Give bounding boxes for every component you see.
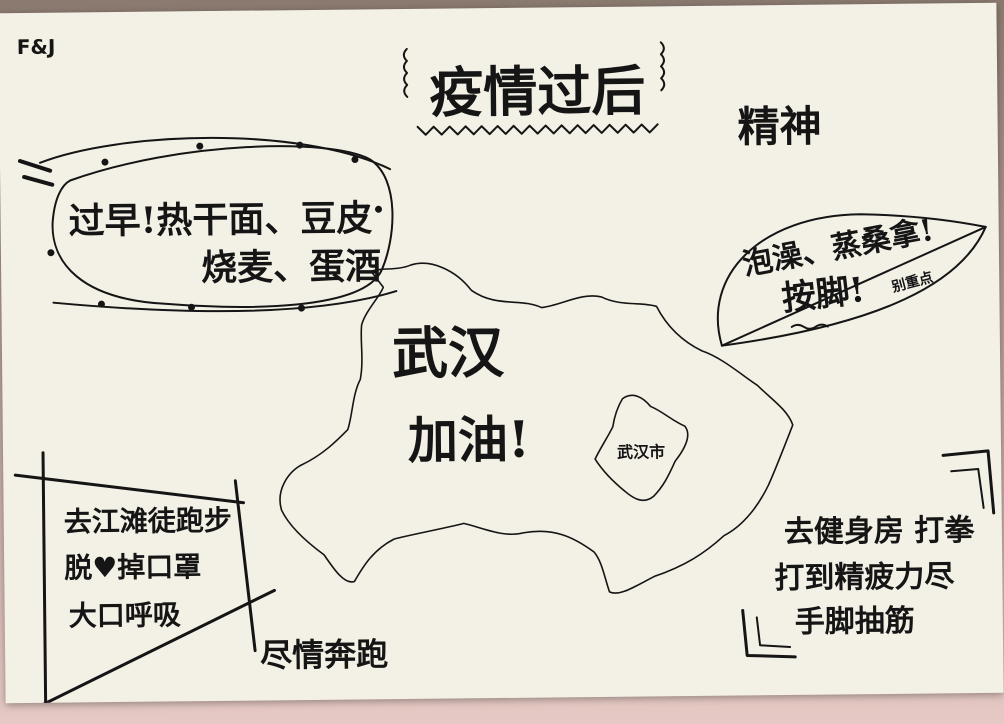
gym-line-2: 打到精疲力尽 (774, 559, 955, 597)
breakfast-line-2: 烧麦、蛋酒 (200, 245, 382, 290)
map-outline (279, 262, 794, 594)
breakfast-oval (17, 136, 398, 313)
box-line-2: 脱♥掉口罩 (64, 550, 202, 585)
ink-drawings (13, 41, 996, 704)
run-frame (13, 451, 276, 704)
heading-spirit: 精神 (737, 101, 822, 152)
map-slogan-2: 加油! (407, 409, 531, 470)
corner-initials: F&J (16, 34, 56, 60)
page-title: 疫情过后 (428, 58, 646, 125)
box-line-3: 大口呼吸 (68, 598, 181, 633)
run-caption: 尽情奔跑 (259, 635, 389, 675)
leaf-line-2: 按脚! (779, 269, 867, 320)
leaf-shape (716, 213, 987, 347)
map-slogan-1: 武汉 (391, 319, 505, 388)
map-city-label: 武汉市 (616, 442, 666, 462)
title-frame (402, 41, 666, 136)
gym-line-3: 手脚抽筋 (794, 603, 916, 640)
gym-line-1: 去健身房 打拳 (783, 513, 975, 551)
box-line-1: 去江滩徒跑步 (63, 503, 232, 539)
breakfast-line-1: 过早!热干面、豆皮 (68, 197, 373, 243)
corner-marks (741, 449, 996, 659)
notebook-page: F&J 疫情过后 精神 过早!热干面、豆皮 烧麦、蛋酒 泡澡、蒸桑拿! 按脚! … (0, 2, 1004, 704)
